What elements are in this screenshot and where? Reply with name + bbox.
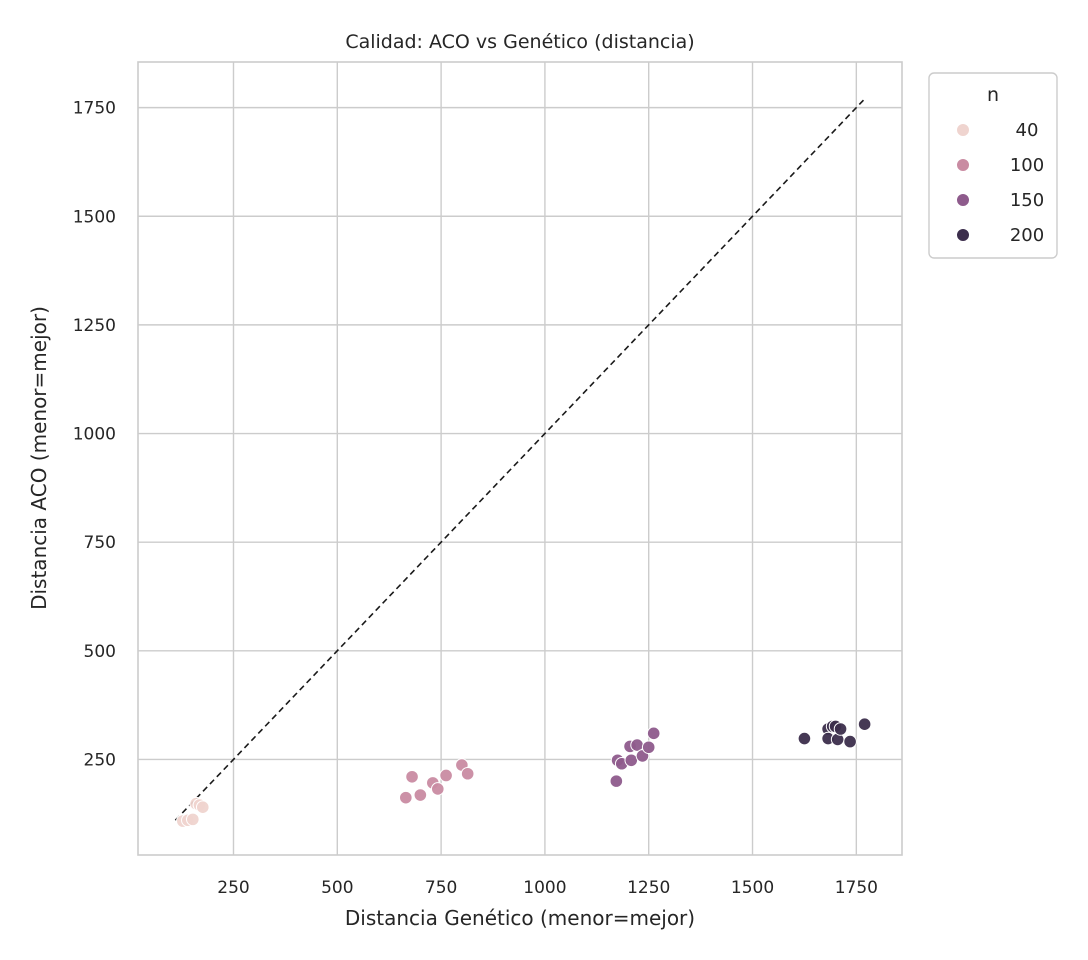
data-point (797, 731, 812, 746)
legend-label: 200 (1010, 225, 1044, 246)
data-point (430, 782, 445, 796)
data-point (624, 753, 639, 768)
data-point (413, 788, 428, 802)
legend-marker (956, 228, 970, 242)
legend-label: 150 (1010, 190, 1044, 211)
reference-line-group (174, 98, 866, 821)
y-tick-label: 1250 (73, 316, 116, 336)
data-point (833, 722, 848, 736)
y-tick-label: 1750 (73, 99, 116, 119)
y-tick-label: 1500 (73, 207, 116, 227)
legend-entries: 40 100 150 200 (956, 120, 1044, 246)
x-tick-label: 750 (425, 878, 457, 898)
data-point (439, 768, 453, 783)
legend-marker (956, 123, 970, 137)
data-point (186, 812, 200, 827)
plot-frame (137, 61, 903, 856)
legend-box (928, 72, 1058, 259)
y-tick-label: 750 (84, 533, 116, 553)
chart-title: Calidad: ACO vs Genético (distancia) (345, 31, 694, 53)
axis-tick-labels: 250 500 750 1000 1250 1500 1750 250 500 750 1000 12… (73, 99, 878, 898)
y-tick-label: 1000 (73, 425, 116, 445)
data-point (843, 734, 857, 749)
data-point (609, 774, 624, 788)
data-point (857, 717, 872, 732)
y-tick-label: 500 (84, 642, 116, 662)
x-tick-label: 1750 (835, 878, 878, 898)
grid-lines (138, 62, 902, 855)
legend-title: n (987, 84, 999, 106)
data-point (641, 740, 656, 755)
data-point (646, 726, 661, 741)
data-point (195, 800, 210, 815)
data-point (460, 766, 475, 781)
x-axis-label: Distancia Genético (menor=mejor) (345, 906, 695, 930)
reference-line (174, 98, 866, 821)
data-point (405, 769, 419, 784)
data-point (399, 790, 413, 805)
legend-label: 100 (1010, 155, 1044, 176)
legend: n 40 100 150 200 (928, 72, 1058, 259)
legend-label: 40 (1016, 120, 1039, 141)
x-tick-label: 1500 (731, 878, 774, 898)
y-axis-label: Distancia ACO (menor=mejor) (27, 306, 51, 610)
x-tick-label: 1000 (523, 878, 566, 898)
data-points (176, 717, 872, 828)
x-tick-label: 250 (217, 878, 249, 898)
legend-marker (956, 193, 970, 207)
x-tick-label: 1250 (627, 878, 670, 898)
y-tick-label: 250 (84, 750, 116, 770)
x-tick-label: 500 (321, 878, 353, 898)
legend-marker (956, 158, 970, 172)
